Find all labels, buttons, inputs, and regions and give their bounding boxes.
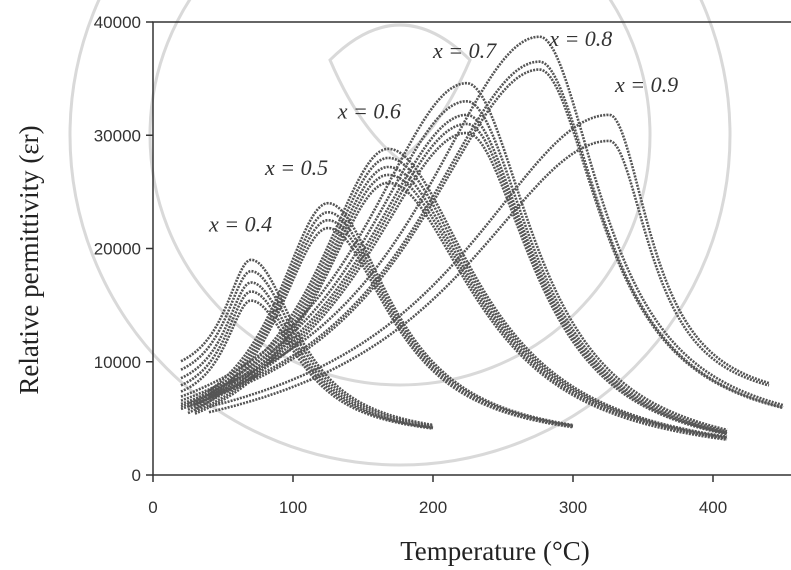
series-curve bbox=[180, 122, 728, 435]
series-curve bbox=[187, 226, 574, 429]
x-tick-label: 200 bbox=[419, 498, 447, 517]
series-label: x = 0.6 bbox=[337, 98, 401, 123]
series-09-group bbox=[208, 113, 770, 414]
x-tick-label: 100 bbox=[279, 498, 307, 517]
series-curve bbox=[208, 35, 784, 407]
x-axis-title: Temperature (°C) bbox=[400, 536, 590, 566]
y-tick-label: 40000 bbox=[94, 13, 141, 32]
series-curve bbox=[180, 290, 434, 429]
series-curve bbox=[208, 139, 770, 414]
series-curve bbox=[194, 147, 728, 438]
series-label: x = 0.8 bbox=[548, 26, 612, 51]
y-tick-label: 10000 bbox=[94, 353, 141, 372]
series-label: x = 0.5 bbox=[264, 155, 328, 180]
x-tick-label: 300 bbox=[559, 498, 587, 517]
series-curve bbox=[208, 68, 784, 410]
series-07-group bbox=[180, 81, 728, 436]
series-label: x = 0.7 bbox=[432, 38, 497, 63]
series-label: x = 0.9 bbox=[614, 72, 678, 97]
plot-frame bbox=[152, 21, 791, 476]
series-label: x = 0.4 bbox=[208, 212, 272, 237]
series-curve bbox=[180, 113, 728, 434]
axis-ticks: 0 100 200 300 400 0 10000 20000 30000 40000 bbox=[94, 13, 727, 517]
series-curves bbox=[180, 35, 784, 441]
series-curve bbox=[180, 269, 434, 428]
y-axis-title: Relative permittivity (εr) bbox=[14, 125, 44, 394]
x-tick-label: 0 bbox=[148, 498, 157, 517]
series-labels: x = 0.4 x = 0.5 x = 0.6 x = 0.7 x = 0.8x = 0… bbox=[208, 26, 678, 237]
series-curve bbox=[208, 60, 784, 409]
series-curve bbox=[180, 100, 728, 433]
series-curve bbox=[187, 211, 574, 428]
series-curve bbox=[187, 201, 574, 427]
series-curve bbox=[180, 299, 434, 430]
series-curve bbox=[180, 81, 728, 432]
y-tick-label: 20000 bbox=[94, 240, 141, 259]
series-curve bbox=[208, 113, 770, 409]
series-08-group bbox=[208, 35, 784, 410]
y-tick-label: 30000 bbox=[94, 126, 141, 145]
series-curve bbox=[180, 131, 728, 436]
y-tick-label: 0 bbox=[132, 466, 141, 485]
x-tick-label: 400 bbox=[699, 498, 727, 517]
